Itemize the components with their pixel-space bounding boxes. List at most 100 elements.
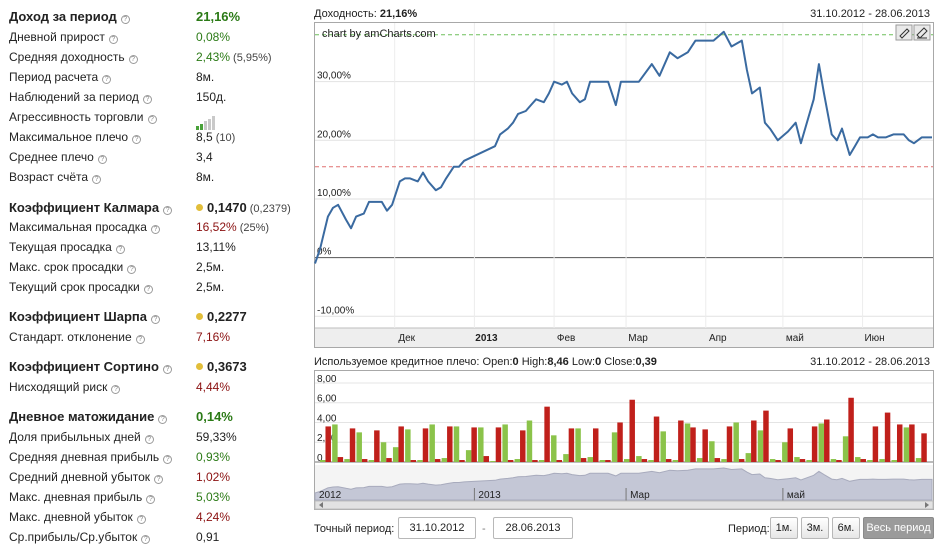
leverage-bar-red: [824, 419, 830, 462]
stat-avg-daily-profit-label: Средняя дневная прибыль: [9, 450, 160, 464]
stat-max-leverage-label: Максимальное плечо: [9, 130, 129, 144]
leverage-bar-red: [896, 424, 903, 462]
leverage-bar-green: [514, 459, 521, 462]
help-icon[interactable]: ?: [127, 265, 137, 274]
scroll-right-icon[interactable]: [925, 502, 929, 508]
help-icon[interactable]: ?: [142, 95, 152, 104]
help-icon[interactable]: ?: [147, 115, 157, 124]
stat-calc-period: Период расчета? 8м.: [9, 67, 307, 87]
help-icon[interactable]: ?: [135, 335, 145, 344]
stat-cur-dd-term-value: 2,5м.: [196, 280, 225, 294]
aggressiveness-bar: [196, 126, 199, 130]
return-x-tick: Июн: [864, 333, 884, 344]
scroll-left-icon[interactable]: [319, 502, 323, 508]
help-icon[interactable]: ?: [144, 435, 154, 444]
period-dash: -: [482, 523, 486, 535]
leverage-bar-red: [544, 406, 550, 462]
leverage-bar-red: [580, 458, 587, 462]
stat-max-daily-profit-value: 5,03%: [196, 490, 231, 504]
return-x-tick: май: [786, 333, 804, 344]
return-x-tick: Фев: [557, 333, 575, 344]
close-value: 0,39: [635, 356, 657, 368]
leverage-bar-red: [398, 426, 404, 462]
help-icon[interactable]: ?: [141, 535, 151, 544]
leverage-bar-green: [332, 424, 338, 462]
leverage-chart-title: Используемое кредитное плечо: Open:0 Hig…: [314, 355, 657, 369]
leverage-y-tick: 0: [317, 453, 323, 464]
leverage-bar-green: [611, 432, 618, 462]
leverage-bar-red: [337, 457, 344, 462]
aggressiveness-bar: [200, 123, 203, 130]
leverage-bar-red: [556, 460, 562, 462]
help-icon[interactable]: ?: [128, 55, 138, 64]
help-icon[interactable]: ?: [136, 515, 146, 524]
status-dot-icon: [196, 313, 203, 320]
help-icon[interactable]: ?: [150, 225, 160, 234]
return-x-tick: Дек: [398, 333, 415, 344]
navigator-scrollbar[interactable]: [314, 500, 934, 510]
stat-max-drawdown-value: 16,52%: [196, 220, 237, 234]
leverage-y-tick: 4,00: [317, 413, 337, 424]
stat-avg-return-value: 2,43%: [196, 50, 231, 64]
help-icon[interactable]: ?: [102, 75, 112, 84]
help-icon[interactable]: ?: [163, 455, 173, 464]
period-to-input[interactable]: 28.06.2013: [493, 517, 573, 539]
return-chart[interactable]: 30,00% 20,00% 10,00% 0% -10,00% Дек 2013 Фев Ма…: [314, 22, 934, 348]
period-from-input[interactable]: 31.10.2012: [398, 517, 476, 539]
leverage-bar-red: [459, 460, 465, 462]
help-icon[interactable]: ?: [163, 206, 173, 215]
stat-cur-drawdown-label: Текущая просадка: [9, 240, 112, 254]
aggressiveness-bar: [204, 121, 207, 130]
help-icon[interactable]: ?: [158, 415, 168, 424]
leverage-bar-green: [757, 430, 764, 462]
stat-max-dd-term-value: 2,5м.: [196, 260, 225, 274]
help-icon[interactable]: ?: [146, 495, 156, 504]
period-all-button[interactable]: Весь период: [863, 517, 934, 539]
help-icon[interactable]: ?: [108, 35, 118, 44]
leverage-bar-red: [909, 424, 915, 462]
help-icon[interactable]: ?: [120, 15, 130, 24]
leverage-bar-green: [830, 459, 837, 462]
period-3m-button[interactable]: 3м.: [801, 517, 829, 539]
return-chart-xaxis-band: [315, 328, 933, 347]
leverage-bar-red: [520, 430, 526, 462]
leverage-bar-red: [690, 427, 696, 462]
help-icon[interactable]: ?: [132, 135, 142, 144]
help-icon[interactable]: ?: [154, 475, 164, 484]
stat-calmar: Коэффициент Калмара? 0,1470 (0,2379): [9, 198, 307, 218]
stat-avg-daily-profit-value: 0,93%: [196, 450, 231, 464]
stat-calmar-extra: (0,2379): [249, 203, 291, 215]
leverage-bar-green: [672, 460, 679, 462]
return-series-line: [314, 30, 932, 264]
period-1m-button[interactable]: 1м.: [770, 517, 798, 539]
stat-sortino-value: 0,3673: [207, 359, 247, 374]
leverage-bar-green: [903, 427, 910, 462]
zoom-out-icon[interactable]: [895, 24, 913, 41]
help-icon[interactable]: ?: [92, 175, 102, 184]
stat-downside-risk-value: 4,44%: [196, 380, 231, 394]
help-icon[interactable]: ?: [111, 385, 121, 394]
help-icon[interactable]: ?: [151, 315, 160, 324]
help-icon[interactable]: ?: [162, 365, 172, 374]
help-icon[interactable]: ?: [143, 285, 153, 294]
period-6m-button[interactable]: 6м.: [832, 517, 860, 539]
leverage-bar-red: [860, 459, 866, 462]
leverage-bar-green: [392, 447, 399, 462]
stat-max-drawdown-label: Максимальная просадка: [9, 220, 147, 234]
stat-cur-dd-term-label: Текущий срок просадки: [9, 280, 140, 294]
stat-income-label: Доход за период: [9, 9, 117, 24]
help-icon[interactable]: ?: [97, 155, 107, 164]
eraser-icon[interactable]: [913, 24, 931, 41]
leverage-bar-green: [368, 460, 375, 462]
stat-daily-expectation-label: Дневное матожидание: [9, 409, 155, 424]
help-icon[interactable]: ?: [115, 245, 125, 254]
stat-profit-days-value: 59,33%: [196, 430, 237, 444]
stat-avg-leverage-label: Среднее плечо: [9, 150, 94, 164]
stat-observations-label: Наблюдений за период: [9, 90, 139, 104]
stat-daily-growth-label: Дневной прирост: [9, 30, 105, 44]
leverage-bar-green: [478, 427, 484, 462]
leverage-y-tick: 8,00: [317, 374, 337, 385]
leverage-bar-red: [434, 459, 441, 462]
return-y-tick: 0%: [317, 247, 332, 258]
